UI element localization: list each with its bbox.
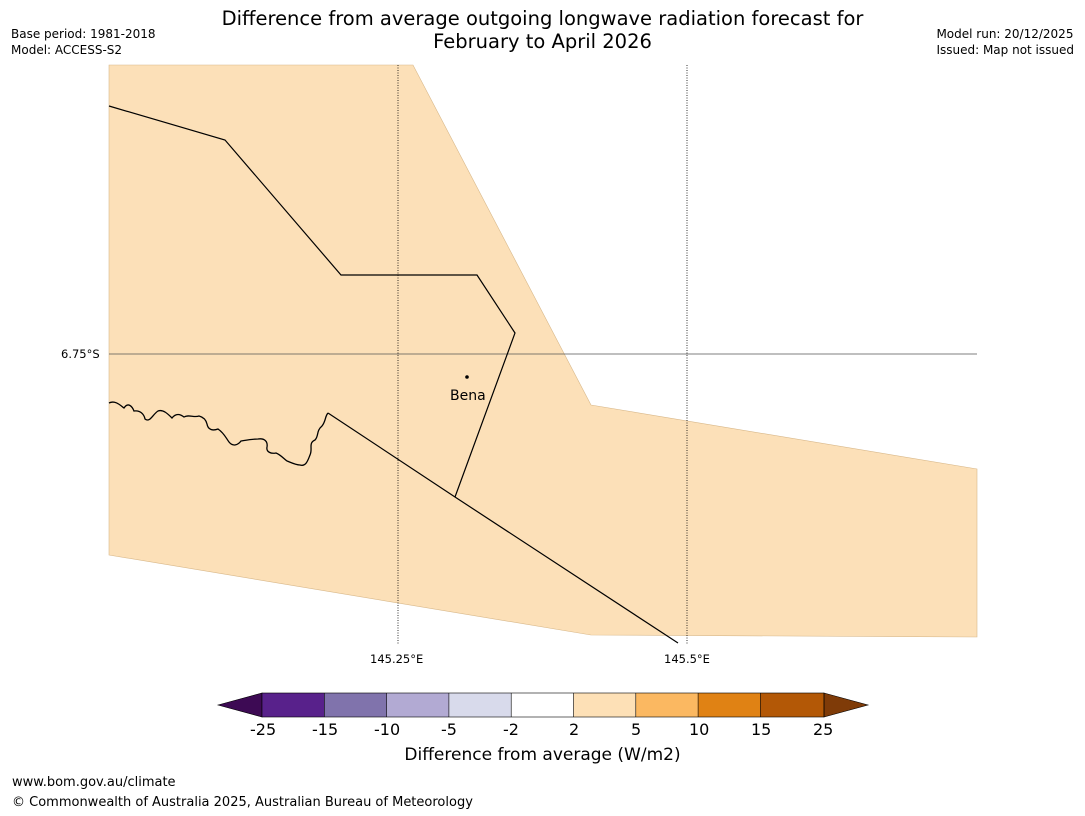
latitude-label: 6.75°S (61, 347, 100, 361)
model-run: Model run: 20/12/2025 (936, 27, 1074, 41)
colorbar-tick: -15 (312, 720, 339, 739)
issued-status: Issued: Map not issued (936, 43, 1074, 57)
colorbar-bin-5 (511, 693, 574, 717)
colorbar-tick: 25 (813, 720, 834, 739)
longitude-label-145-25: 145.25°E (370, 652, 424, 666)
colorbar-bin-6 (573, 693, 636, 717)
colorbar-title: Difference from average (W/m2) (404, 745, 681, 765)
colorbar-tick: 5 (631, 720, 642, 739)
colorbar-tick: 2 (569, 720, 580, 739)
title-line-2: February to April 2026 (433, 30, 652, 53)
map-title: Difference from average outgoing longwav… (0, 7, 1085, 53)
colorbar-extend-high (823, 692, 870, 718)
colorbar-bin-2 (324, 693, 387, 717)
colorbar-outline (261, 692, 825, 718)
colorbar-extend-low (216, 692, 263, 718)
colorbar-bin-4 (448, 693, 512, 717)
anomaly-fill-region (108, 64, 978, 638)
title-line-1: Difference from average outgoing longwav… (221, 7, 864, 30)
town-label: Bena (450, 388, 486, 404)
colorbar-tick: 15 (751, 720, 772, 739)
province-boundary (108, 105, 516, 498)
base-period: Base period: 1981-2018 (11, 27, 156, 41)
colorbar-dividers (323, 693, 761, 717)
model-name: Model: ACCESS-S2 (11, 43, 123, 57)
colorbar-bin-8 (698, 693, 761, 717)
colorbar-tick: -10 (374, 720, 401, 739)
colorbar-tick: 10 (689, 720, 710, 739)
meta-left: Base period: 1981-2018 Model: ACCESS-S2 (11, 26, 156, 58)
town-marker (465, 375, 469, 379)
colorbar-tick: -25 (250, 720, 277, 739)
footer-copyright: © Commonwealth of Australia 2025, Austra… (12, 795, 473, 810)
colorbar-tick: -5 (441, 720, 457, 739)
colorbar-bin-3 (386, 693, 449, 717)
meta-right: Model run: 20/12/2025 Issued: Map not is… (936, 26, 1074, 58)
colorbar-bin-1 (262, 693, 325, 717)
river-boundary (108, 401, 329, 466)
longitude-label-145-5: 145.5°E (664, 652, 710, 666)
footer-url[interactable]: www.bom.gov.au/climate (12, 775, 176, 790)
colorbar-bin-7 (635, 693, 699, 717)
province-boundary-south (327, 412, 679, 644)
colorbar-bin-9 (760, 693, 824, 717)
colorbar-tick: -2 (503, 720, 519, 739)
